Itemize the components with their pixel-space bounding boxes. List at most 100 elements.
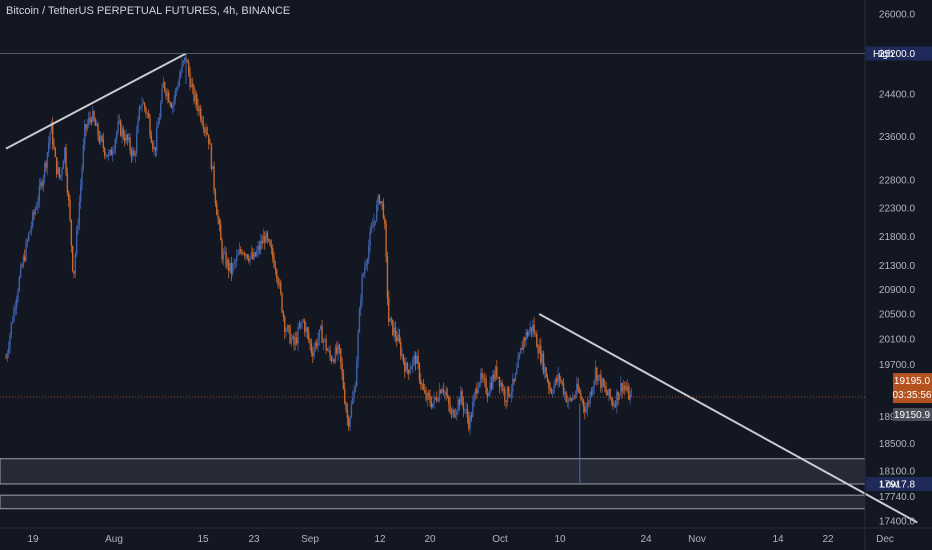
x-tick-label: Sep	[301, 534, 319, 545]
y-tick-label: 20100.0	[879, 334, 916, 345]
candle-body	[566, 401, 569, 403]
candle-body	[294, 337, 297, 345]
candle-body	[99, 135, 102, 143]
candle-body	[474, 388, 477, 395]
candle-body	[321, 325, 323, 344]
candle-body	[9, 334, 11, 348]
trendline	[5, 52, 187, 150]
candle-body	[114, 139, 117, 149]
candle-body	[624, 385, 626, 388]
candle-body	[398, 334, 401, 343]
candle-body	[608, 389, 610, 396]
candle-body	[554, 378, 557, 385]
candle-body	[541, 353, 543, 363]
candle-body	[98, 135, 101, 143]
candle-body	[113, 148, 115, 152]
candle-body	[590, 392, 593, 395]
low-label-bg	[866, 477, 892, 491]
candle-body	[226, 260, 229, 267]
candle-body	[213, 166, 215, 190]
candle-body	[520, 347, 522, 354]
candle-body	[452, 409, 454, 414]
candle-body	[50, 122, 53, 134]
trendlines[interactable]	[5, 52, 918, 524]
candle-body	[233, 262, 235, 265]
candle-body	[149, 117, 151, 136]
candle-body	[466, 409, 469, 418]
candle-body	[58, 167, 61, 178]
candle-body	[448, 396, 450, 405]
candle-body	[34, 209, 37, 214]
candle-body	[333, 359, 335, 363]
candle-body	[569, 398, 571, 400]
candle-body	[430, 402, 433, 408]
candle-body	[33, 212, 35, 214]
candle-body	[79, 185, 82, 203]
low-value: 17917.8	[879, 479, 916, 490]
candle-body	[14, 307, 17, 309]
candle-body	[620, 383, 622, 394]
candle-body	[301, 321, 303, 323]
candle-body	[465, 409, 467, 410]
candle-body	[521, 347, 523, 350]
candle-body	[117, 121, 119, 133]
candle-body	[245, 254, 247, 256]
prev-close-value: 19150.9	[894, 410, 931, 421]
candle-body	[318, 329, 321, 340]
candle-body	[414, 355, 417, 364]
candle-body	[90, 119, 93, 123]
y-tick-label: 22300.0	[879, 203, 916, 214]
candle-body	[38, 185, 41, 202]
candle-body	[416, 356, 418, 364]
candle-body	[586, 402, 589, 410]
candle-body	[464, 409, 466, 411]
candle-body	[369, 231, 371, 246]
candle-body	[54, 148, 57, 157]
candle-body	[204, 128, 206, 130]
candle-body	[390, 318, 393, 320]
candle-body	[95, 123, 98, 126]
candle-body	[228, 260, 230, 271]
candle-body	[350, 404, 353, 417]
candle-body	[370, 227, 373, 232]
candle-body	[345, 403, 347, 411]
candle-body	[165, 90, 167, 97]
candle-body	[269, 240, 271, 246]
candle-body	[400, 342, 402, 356]
candle-body	[377, 195, 379, 205]
candle-body	[189, 72, 191, 88]
candle-body	[536, 333, 538, 348]
candle-body	[270, 245, 273, 249]
candle-body	[141, 104, 143, 106]
candle-body	[35, 207, 38, 210]
trendline	[538, 313, 918, 524]
candle-body	[614, 404, 617, 407]
candle-body	[526, 332, 529, 337]
candle-body	[501, 382, 503, 391]
candle-body	[268, 238, 270, 241]
time-axis[interactable]: 19 Aug 15 23 Sep 12 20 Oct 10 24 Nov 14 22 Dec	[27, 534, 893, 545]
candle-countdown: 03:35:56	[893, 390, 932, 401]
candle-body	[518, 353, 521, 359]
candle-body	[110, 149, 113, 156]
candle-body	[373, 220, 375, 227]
candle-body	[197, 104, 199, 112]
candle-body	[500, 382, 502, 387]
candle-body	[234, 261, 237, 263]
candle-body	[190, 83, 193, 88]
candle-body	[468, 417, 470, 429]
candle-body	[188, 62, 190, 73]
candle-body	[330, 357, 333, 361]
candle-body	[532, 324, 534, 332]
candle-body	[572, 396, 574, 401]
candle-body	[296, 337, 298, 344]
candle-body	[364, 267, 366, 274]
candle-body	[150, 135, 153, 143]
candle-body	[597, 375, 599, 381]
candle-body	[160, 102, 162, 118]
candle-body	[170, 104, 173, 108]
candle-body	[581, 398, 583, 400]
candle-body	[462, 401, 465, 411]
candle-body	[51, 122, 54, 145]
